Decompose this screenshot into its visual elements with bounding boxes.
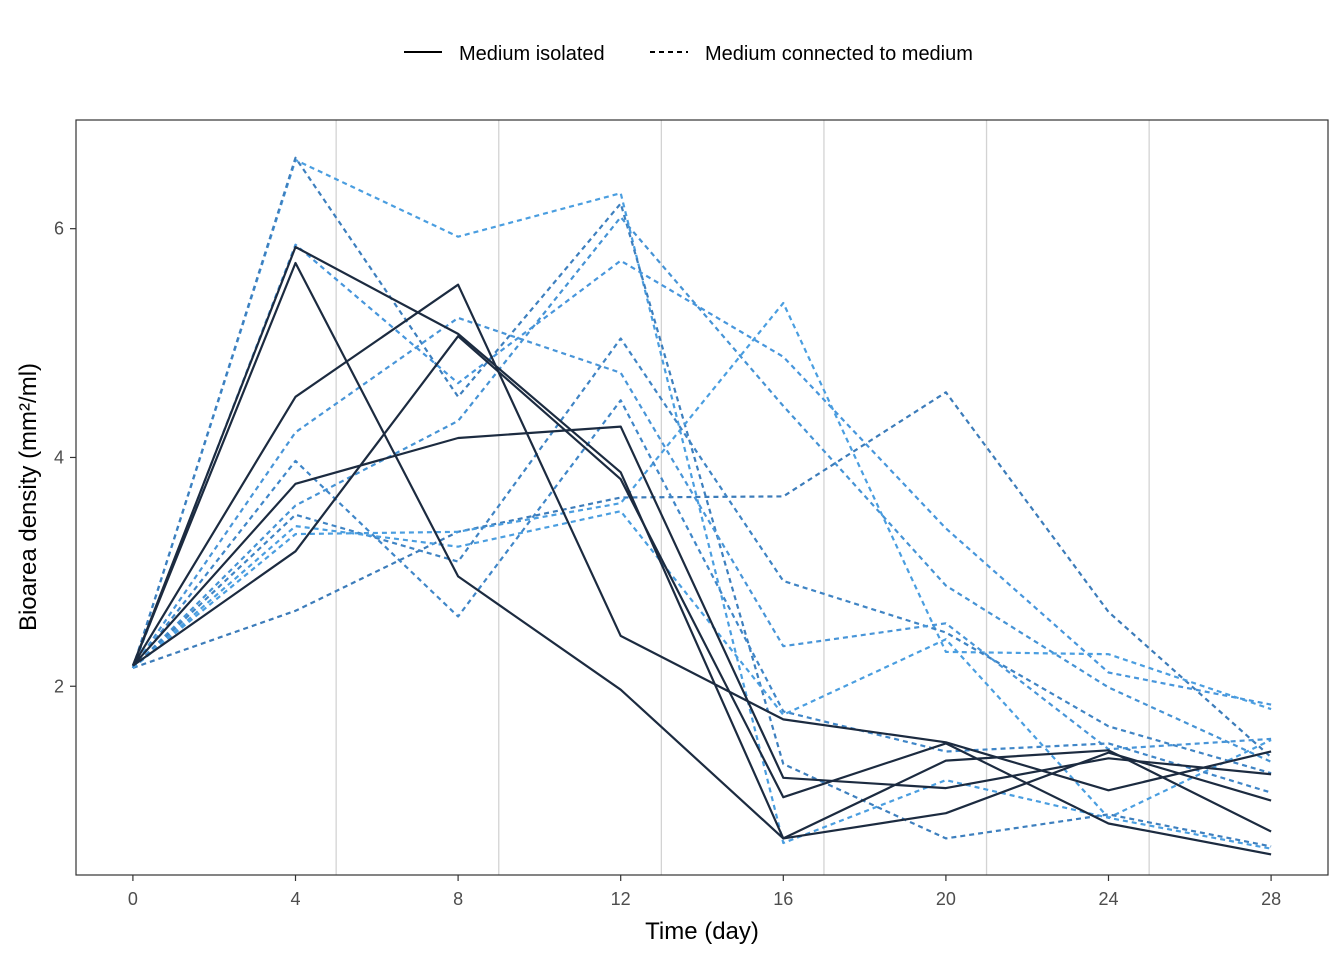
legend: Medium isolated Medium connected to medi… xyxy=(404,43,973,65)
series-line-1 xyxy=(131,261,1272,840)
series-line-8 xyxy=(131,243,1272,706)
x-tick-label: 4 xyxy=(290,889,300,909)
series-line-2 xyxy=(132,425,1272,790)
series-line-11 xyxy=(132,301,1272,711)
series-line-14 xyxy=(132,399,1272,794)
x-tick-label: 24 xyxy=(1098,889,1118,909)
x-tick-label: 12 xyxy=(611,889,631,909)
x-axis-title: Time (day) xyxy=(645,918,759,945)
plot-panel-border xyxy=(75,119,1329,876)
series-line-15 xyxy=(132,510,1272,850)
series-line-9 xyxy=(132,216,1272,763)
legend-label-isolated: Medium isolated xyxy=(459,43,605,65)
series-line-5 xyxy=(132,335,1272,856)
series-line-10 xyxy=(132,391,1272,759)
y-axis-title: Bioarea density (mm²/ml) xyxy=(15,363,42,631)
series-line-13 xyxy=(131,316,1272,751)
x-tick-label: 20 xyxy=(936,889,956,909)
x-tick-label: 8 xyxy=(453,889,463,909)
x-tick-label: 16 xyxy=(773,889,793,909)
series-line-7 xyxy=(131,156,1272,848)
series-line-3 xyxy=(131,283,1272,792)
legend-label-connected: Medium connected to medium xyxy=(705,43,973,65)
series-line-6 xyxy=(131,158,1272,845)
y-tick-label: 2 xyxy=(54,676,64,696)
y-tick-label: 4 xyxy=(54,447,64,467)
series-lines xyxy=(131,156,1272,856)
x-tick-label: 28 xyxy=(1261,889,1281,909)
series-line-12 xyxy=(132,337,1272,775)
x-tick-label: 0 xyxy=(128,889,138,909)
y-tick-label: 6 xyxy=(54,219,64,239)
series-line-4 xyxy=(131,245,1272,840)
